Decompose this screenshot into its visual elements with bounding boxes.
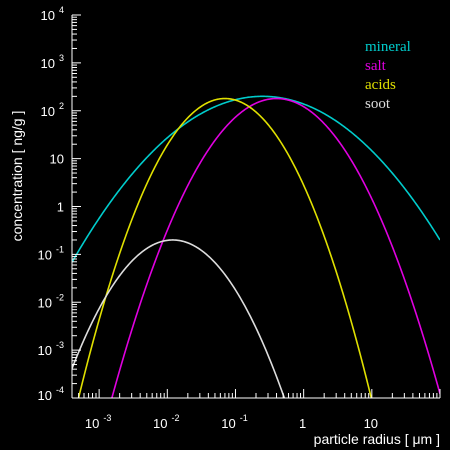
axes	[71, 14, 441, 399]
y-tick-label: 10	[50, 152, 64, 167]
x-tick-label: 10 -3	[85, 413, 111, 431]
series-line-soot	[72, 239, 286, 398]
legend: mineral salt acids soot	[365, 39, 411, 112]
y-tick-label: 10 -1	[38, 244, 64, 262]
x-tick-label: 1	[299, 416, 306, 431]
x-tick-label: 10 -2	[153, 413, 179, 431]
y-tick-label: 10 -2	[38, 292, 64, 310]
x-axis-label: particle radius [ μm ]	[314, 431, 440, 447]
y-axis-label: concentration [ ng/g ]	[9, 111, 25, 242]
x-tick-label: 10	[364, 416, 378, 431]
series-line-salt	[111, 97, 440, 398]
legend-entry-mineral: mineral	[365, 39, 411, 55]
y-tick-label: 10 3	[41, 53, 64, 71]
y-tick-label: 10 4	[41, 5, 64, 23]
series-line-acids	[77, 97, 373, 398]
legend-entry-acids: acids	[365, 77, 396, 93]
series-line-mineral	[72, 95, 440, 263]
legend-entry-soot: soot	[365, 96, 391, 112]
y-tick-label: 1	[57, 200, 64, 215]
y-tick-label: 10 -3	[38, 340, 64, 358]
y-tick-label: 10 2	[41, 101, 64, 119]
y-tick-label: 10 -4	[38, 385, 64, 403]
x-tick-label: 10 -1	[221, 413, 247, 431]
legend-entry-salt: salt	[365, 58, 387, 74]
series-curves	[72, 95, 440, 398]
